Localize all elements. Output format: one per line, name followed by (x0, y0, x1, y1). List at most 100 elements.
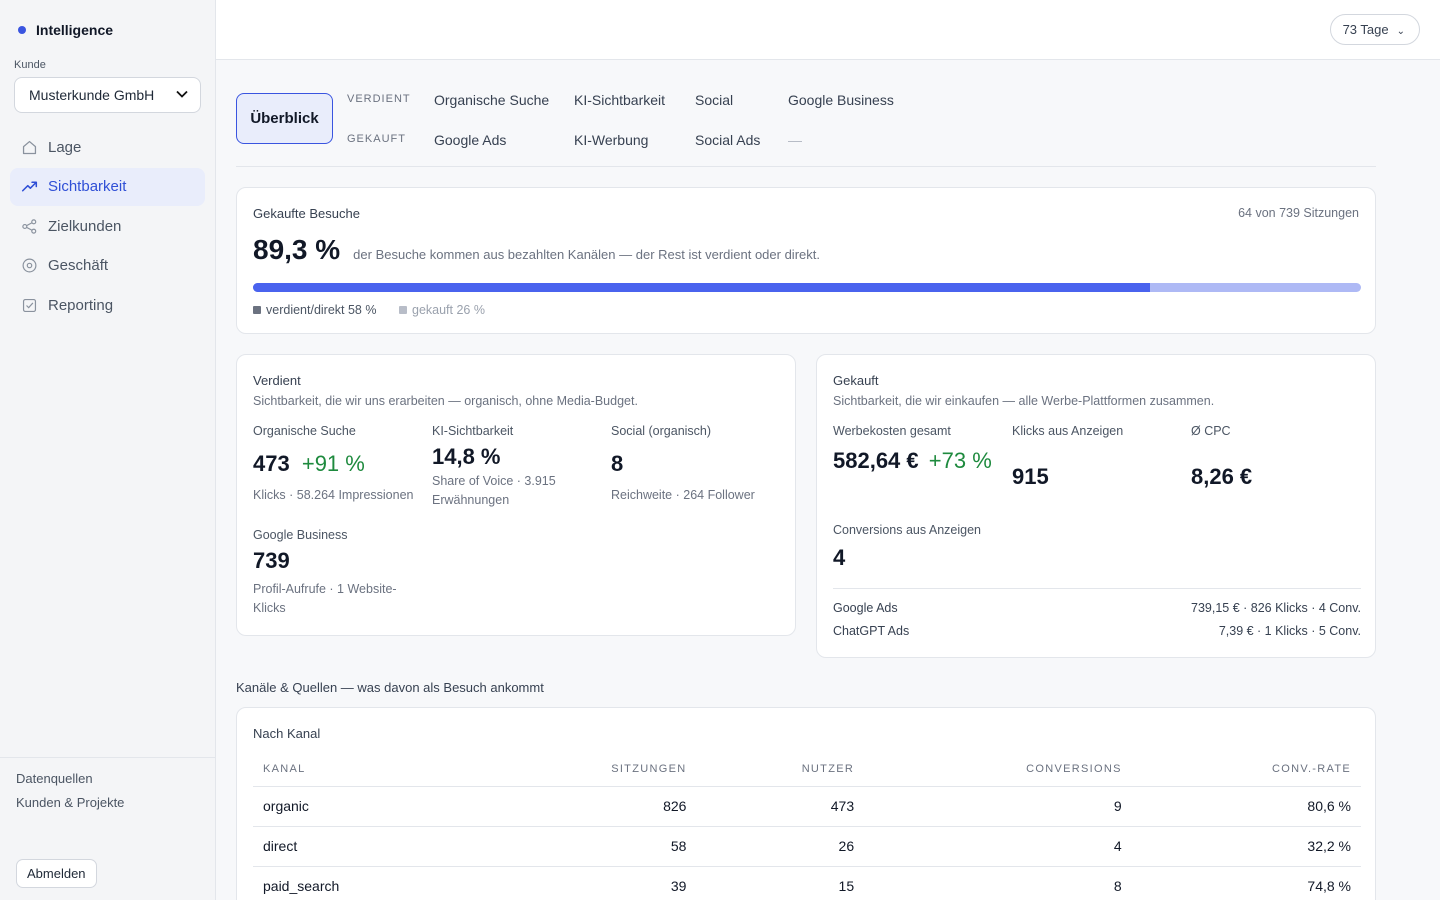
metric-google-business: Google Business 739 Profil-Aufrufe · 1 W… (253, 528, 413, 618)
channels-card-title: Nach Kanal (253, 726, 321, 741)
platform-row-chatgpt-ads: ChatGPT Ads 7,39 € · 1 Klicks · 5 Conv. (833, 624, 1361, 638)
bought-visits-title: Gekaufte Besuche (253, 206, 360, 221)
checkbox-icon (20, 296, 38, 314)
sidebar-item-label: Geschäft (48, 257, 109, 274)
tab-placeholder: — (788, 132, 802, 148)
bought-visits-card: Gekaufte Besuche 64 von 739 Sitzungen 89… (236, 187, 1376, 334)
metric-value: 8,26 € (1191, 464, 1253, 489)
link-datenquellen[interactable]: Datenquellen (16, 771, 93, 786)
tab-ai-ads[interactable]: KI-Werbung (574, 132, 649, 148)
logout-button[interactable]: Abmelden (16, 859, 97, 888)
metric-delta: +91 % (301, 451, 365, 476)
column-header-channel[interactable]: KANAL (253, 752, 476, 787)
table-row[interactable]: organic 826 473 9 80,6 % (253, 786, 1361, 827)
cell-conv-rate: 32,2 % (1131, 826, 1361, 867)
metric-value: 4 (833, 545, 846, 570)
brand-dot-icon (18, 26, 26, 34)
home-icon (20, 138, 38, 156)
sidebar-item-label: Lage (48, 138, 82, 156)
cell-channel: paid_search (253, 866, 476, 900)
tabs-divider (236, 166, 1376, 167)
platform-row-google-ads: Google Ads 739,15 € · 826 Klicks · 4 Con… (833, 601, 1361, 615)
client-select-value: Musterkunde GmbH (29, 87, 155, 103)
metric-label: Organische Suche (253, 424, 356, 438)
metric-ad-spend: Werbekosten gesamt 582,64 € +73 % (833, 424, 1003, 478)
column-header-sessions[interactable]: SITZUNGEN (475, 752, 697, 787)
metric-social-organic: Social (organisch) 8 Reichweite · 264 Fo… (611, 424, 781, 505)
metric-value: 473 (253, 451, 290, 476)
tab-group-earned-label: VERDIENT (347, 93, 411, 105)
chevron-down-icon (176, 89, 188, 101)
metric-value: 582,64 € (833, 448, 919, 473)
sidebar-item-reporting[interactable]: Reporting (10, 286, 205, 324)
platform-detail: 739,15 € · 826 Klicks · 4 Conv. (1191, 601, 1361, 615)
share-icon (20, 217, 38, 235)
client-select[interactable]: Musterkunde GmbH (14, 77, 201, 113)
metric-value-row: 473 +91 % (253, 451, 423, 485)
platform-detail: 7,39 € · 1 Klicks · 5 Conv. (1218, 624, 1361, 638)
visits-progress-fill (253, 283, 1151, 292)
legend-earned: verdient/direkt 58 % (253, 303, 376, 317)
tab-social[interactable]: Social (695, 92, 734, 108)
sidebar-item-label: Zielkunden (48, 217, 122, 235)
bought-visits-description: der Besuche kommen aus bezahlten Kanälen… (353, 247, 820, 262)
table-header-row: KANAL SITZUNGEN NUTZER CONVERSIONS CONV.… (253, 752, 1361, 787)
tab-ai-visibility[interactable]: KI-Sichtbarkeit (574, 92, 666, 108)
channels-section-title: Kanäle & Quellen — was davon als Besuch … (236, 680, 544, 695)
metric-value: 14,8 % (432, 444, 501, 469)
metric-delta: +73 % (928, 448, 992, 473)
tab-google-ads[interactable]: Google Ads (434, 132, 507, 148)
metric-ai-visibility: KI-Sichtbarkeit 14,8 % Share of Voice · … (432, 424, 572, 510)
cell-conv-rate: 74,8 % (1131, 866, 1361, 900)
brand-name: Intelligence (36, 22, 114, 38)
bought-subtitle: Sichtbarkeit, die wir einkaufen — alle W… (833, 394, 1215, 408)
earned-subtitle: Sichtbarkeit, die wir uns erarbeiten — o… (253, 394, 638, 408)
cell-sessions: 58 (475, 826, 697, 867)
cell-conversions: 9 (864, 786, 1132, 827)
bought-visits-value: 89,3 % (253, 234, 341, 265)
cell-users: 15 (696, 866, 865, 900)
metric-sub: Klicks · 58.264 Impressionen (253, 488, 414, 502)
metric-value-row: 582,64 € +73 % (833, 444, 1003, 478)
cell-users: 26 (696, 826, 865, 867)
table-row[interactable]: direct 58 26 4 32,2 % (253, 826, 1361, 867)
metric-label: Social (organisch) (611, 424, 712, 438)
metric-ad-conversions: Conversions aus Anzeigen 4 (833, 523, 1033, 571)
metric-organic-search: Organische Suche 473 +91 % Klicks · 58.2… (253, 424, 423, 505)
metric-label: Google Business (253, 528, 348, 542)
metric-sub: Share of Voice · 3.915 Erwähnungen (432, 474, 556, 507)
sidebar-item-lage[interactable]: Lage (10, 128, 205, 166)
tab-social-ads[interactable]: Social Ads (695, 132, 761, 148)
column-header-users[interactable]: NUTZER (696, 752, 865, 787)
sidebar-item-geschaeft[interactable]: Geschäft (10, 247, 205, 285)
table-row[interactable]: paid_search 39 15 8 74,8 % (253, 866, 1361, 900)
date-range-button[interactable]: 73 Tage ⌄ (1329, 14, 1420, 45)
column-header-conv-rate[interactable]: CONV.-RATE (1131, 752, 1361, 787)
tab-google-business[interactable]: Google Business (788, 92, 894, 108)
cell-conversions: 4 (864, 826, 1132, 867)
platforms-divider (833, 588, 1361, 589)
tab-organic-search[interactable]: Organische Suche (434, 92, 550, 108)
metric-label: Conversions aus Anzeigen (833, 523, 982, 537)
client-label: Kunde (14, 59, 46, 71)
metric-avg-cpc: Ø CPC 8,26 € (1191, 424, 1361, 490)
legend-bought-swatch (399, 306, 407, 314)
sidebar-nav: Lage Sichtbarkeit Zielkunden Geschäft Re… (10, 128, 205, 326)
sidebar-item-sichtbarkeit[interactable]: Sichtbarkeit (10, 167, 205, 206)
link-kunden-projekte[interactable]: Kunden & Projekte (16, 795, 125, 810)
metric-label: KI-Sichtbarkeit (432, 424, 514, 438)
channels-card: Nach Kanal KANAL SITZUNGEN NUTZER CONVER… (236, 707, 1376, 900)
tab-overview[interactable]: Überblick (236, 93, 333, 144)
column-header-conversions[interactable]: CONVERSIONS (864, 752, 1132, 787)
sidebar-item-zielkunden[interactable]: Zielkunden (10, 207, 205, 245)
metric-label: Ø CPC (1191, 424, 1231, 438)
metric-value: 739 (253, 548, 290, 573)
cell-channel: organic (253, 786, 476, 827)
earned-card: Verdient Sichtbarkeit, die wir uns erarb… (236, 354, 796, 636)
cell-sessions: 39 (475, 866, 697, 900)
metric-value: 915 (1012, 464, 1049, 489)
cell-channel: direct (253, 826, 476, 867)
visits-progress-bar (253, 283, 1361, 292)
sidebar-item-label: Sichtbarkeit (48, 178, 127, 195)
date-range-label: 73 Tage (1342, 22, 1389, 37)
